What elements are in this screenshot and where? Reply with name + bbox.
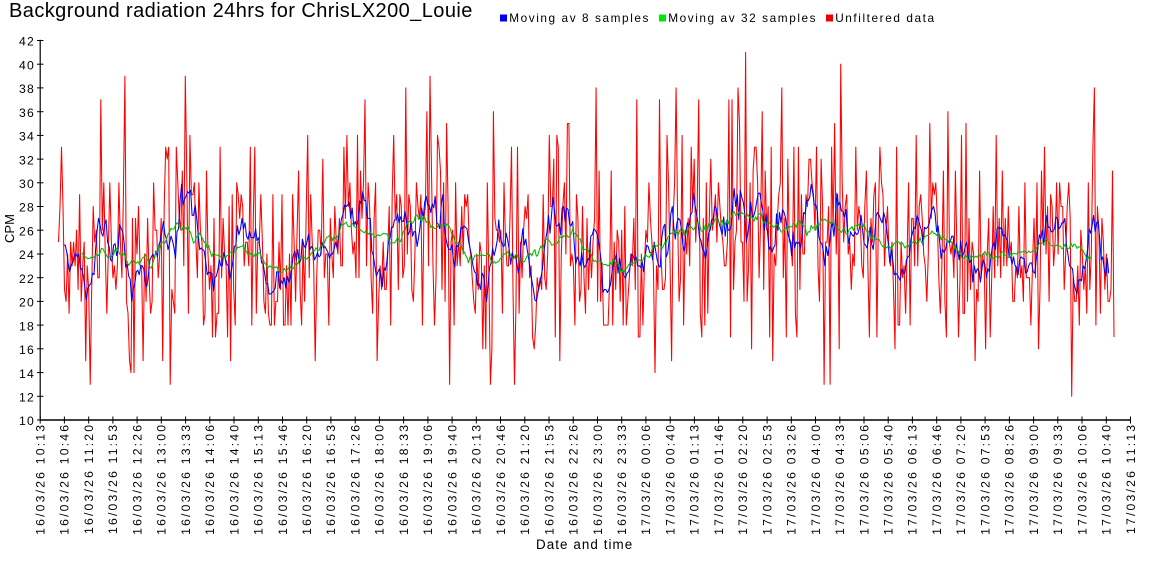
svg-text:17/03/26 03:26: 17/03/26 03:26 xyxy=(785,423,799,535)
svg-text:16/03/26 17:26: 16/03/26 17:26 xyxy=(349,423,363,535)
svg-text:17/03/26 09:33: 17/03/26 09:33 xyxy=(1051,423,1065,535)
svg-text:17/03/26 08:26: 17/03/26 08:26 xyxy=(1003,423,1017,535)
svg-text:16/03/26 10:13: 16/03/26 10:13 xyxy=(34,423,48,535)
svg-text:16/03/26 20:46: 16/03/26 20:46 xyxy=(494,423,508,535)
svg-text:16/03/26 15:13: 16/03/26 15:13 xyxy=(252,423,266,535)
svg-text:17/03/26 04:33: 17/03/26 04:33 xyxy=(833,423,847,535)
svg-text:17/03/26 05:06: 17/03/26 05:06 xyxy=(857,423,871,535)
svg-text:Unfiltered data: Unfiltered data xyxy=(835,11,935,25)
svg-text:17/03/26 00:40: 17/03/26 00:40 xyxy=(664,423,678,535)
svg-text:16/03/26 23:33: 16/03/26 23:33 xyxy=(615,423,629,535)
svg-text:16/03/26 18:00: 16/03/26 18:00 xyxy=(373,423,387,535)
svg-text:16/03/26 15:46: 16/03/26 15:46 xyxy=(276,423,290,535)
svg-text:30: 30 xyxy=(19,177,35,191)
svg-text:36: 36 xyxy=(19,106,35,120)
svg-text:16/03/26 14:40: 16/03/26 14:40 xyxy=(227,423,241,535)
svg-text:Moving av 32 samples: Moving av 32 samples xyxy=(668,11,817,25)
svg-text:12: 12 xyxy=(19,391,35,405)
svg-text:20: 20 xyxy=(19,296,35,310)
svg-text:Date and time: Date and time xyxy=(536,537,633,552)
svg-text:16/03/26 20:13: 16/03/26 20:13 xyxy=(470,423,484,535)
svg-text:Moving av 8 samples: Moving av 8 samples xyxy=(509,11,650,25)
svg-text:16/03/26 21:20: 16/03/26 21:20 xyxy=(518,423,532,535)
svg-text:17/03/26 11:13: 17/03/26 11:13 xyxy=(1124,423,1138,534)
svg-text:CPM: CPM xyxy=(2,214,17,243)
svg-text:16/03/26 11:53: 16/03/26 11:53 xyxy=(106,423,120,534)
svg-text:40: 40 xyxy=(19,58,35,72)
svg-text:34: 34 xyxy=(19,130,35,144)
svg-text:16/03/26 22:26: 16/03/26 22:26 xyxy=(567,423,581,535)
svg-text:16/03/26 12:26: 16/03/26 12:26 xyxy=(130,423,144,535)
svg-text:17/03/26 05:40: 17/03/26 05:40 xyxy=(882,423,896,535)
svg-text:16/03/26 21:53: 16/03/26 21:53 xyxy=(542,423,556,535)
svg-text:17/03/26 07:53: 17/03/26 07:53 xyxy=(978,423,992,535)
svg-text:16/03/26 10:46: 16/03/26 10:46 xyxy=(58,423,72,535)
svg-text:17/03/26 02:20: 17/03/26 02:20 xyxy=(736,423,750,535)
svg-text:16/03/26 19:06: 16/03/26 19:06 xyxy=(421,423,435,535)
svg-text:17/03/26 07:20: 17/03/26 07:20 xyxy=(954,423,968,535)
svg-text:16/03/26 13:33: 16/03/26 13:33 xyxy=(179,423,193,535)
svg-text:16/03/26 18:33: 16/03/26 18:33 xyxy=(397,423,411,535)
svg-text:17/03/26 01:13: 17/03/26 01:13 xyxy=(688,423,702,535)
svg-text:17/03/26 02:53: 17/03/26 02:53 xyxy=(760,423,774,535)
svg-text:16/03/26 11:20: 16/03/26 11:20 xyxy=(82,423,96,534)
svg-text:17/03/26 09:00: 17/03/26 09:00 xyxy=(1027,423,1041,535)
svg-text:17/03/26 10:40: 17/03/26 10:40 xyxy=(1100,423,1114,535)
svg-text:32: 32 xyxy=(19,153,35,167)
svg-text:16/03/26 13:00: 16/03/26 13:00 xyxy=(155,423,169,535)
svg-text:17/03/26 10:06: 17/03/26 10:06 xyxy=(1075,423,1089,535)
svg-text:Background radiation 24hrs for: Background radiation 24hrs for ChrisLX20… xyxy=(9,0,473,22)
svg-text:10: 10 xyxy=(19,414,35,428)
svg-text:22: 22 xyxy=(19,272,35,286)
svg-text:16/03/26 23:00: 16/03/26 23:00 xyxy=(591,423,605,535)
svg-text:14: 14 xyxy=(19,367,35,381)
svg-text:17/03/26 04:00: 17/03/26 04:00 xyxy=(809,423,823,535)
svg-text:17/03/26 06:46: 17/03/26 06:46 xyxy=(930,423,944,535)
svg-text:28: 28 xyxy=(19,201,35,215)
svg-text:16/03/26 16:20: 16/03/26 16:20 xyxy=(300,423,314,535)
svg-text:16/03/26 14:06: 16/03/26 14:06 xyxy=(203,423,217,535)
svg-text:17/03/26 01:46: 17/03/26 01:46 xyxy=(712,423,726,535)
svg-text:26: 26 xyxy=(19,224,35,238)
svg-text:42: 42 xyxy=(19,35,35,49)
svg-text:24: 24 xyxy=(19,248,35,262)
svg-text:18: 18 xyxy=(19,319,35,333)
svg-text:17/03/26 06:13: 17/03/26 06:13 xyxy=(906,423,920,535)
svg-text:16: 16 xyxy=(19,343,35,357)
svg-text:16/03/26 16:53: 16/03/26 16:53 xyxy=(324,423,338,535)
svg-text:38: 38 xyxy=(19,82,35,96)
svg-text:16/03/26 19:40: 16/03/26 19:40 xyxy=(445,423,459,535)
svg-text:17/03/26 00:06: 17/03/26 00:06 xyxy=(639,423,653,535)
